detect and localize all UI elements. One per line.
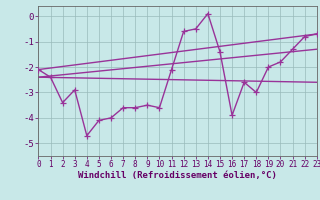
X-axis label: Windchill (Refroidissement éolien,°C): Windchill (Refroidissement éolien,°C) xyxy=(78,171,277,180)
